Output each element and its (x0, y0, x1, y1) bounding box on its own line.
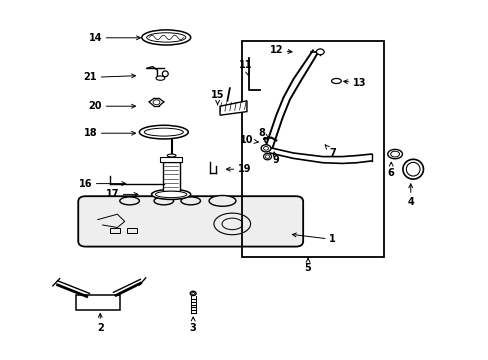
Text: 2: 2 (97, 314, 103, 333)
Bar (127, 228, 137, 233)
Ellipse shape (263, 153, 271, 160)
Ellipse shape (265, 155, 269, 158)
Text: 21: 21 (83, 72, 135, 82)
Ellipse shape (139, 125, 188, 139)
Text: 20: 20 (88, 101, 135, 111)
Ellipse shape (154, 197, 173, 205)
Ellipse shape (261, 145, 270, 152)
Ellipse shape (167, 154, 176, 157)
Text: 6: 6 (387, 162, 394, 178)
Ellipse shape (190, 291, 196, 296)
Text: 14: 14 (88, 33, 140, 43)
Ellipse shape (156, 76, 164, 80)
Ellipse shape (142, 30, 190, 45)
Ellipse shape (151, 189, 190, 199)
Text: 4: 4 (407, 184, 413, 207)
FancyBboxPatch shape (78, 196, 303, 247)
Text: 12: 12 (269, 45, 291, 55)
Text: 1: 1 (292, 233, 335, 244)
Bar (76, 295, 120, 310)
Ellipse shape (331, 78, 341, 84)
Text: 18: 18 (83, 128, 135, 138)
Text: 19: 19 (226, 164, 251, 174)
Text: 5: 5 (304, 258, 311, 273)
Ellipse shape (406, 162, 419, 176)
Text: 8: 8 (258, 128, 268, 139)
Ellipse shape (144, 128, 183, 136)
Ellipse shape (120, 197, 139, 205)
Ellipse shape (155, 191, 186, 198)
Bar (160, 157, 182, 162)
Bar (242, 41, 383, 257)
Ellipse shape (209, 195, 235, 206)
Bar (163, 162, 180, 191)
Ellipse shape (162, 71, 168, 77)
Ellipse shape (390, 151, 399, 157)
Polygon shape (220, 101, 246, 115)
Text: 16: 16 (79, 179, 125, 189)
Text: 7: 7 (325, 145, 335, 158)
Text: 9: 9 (272, 152, 279, 165)
Text: 10: 10 (240, 135, 258, 145)
Text: 13: 13 (343, 78, 366, 88)
Ellipse shape (153, 100, 160, 105)
Text: 3: 3 (189, 317, 196, 333)
Ellipse shape (181, 197, 200, 205)
Text: 11: 11 (239, 60, 252, 76)
Ellipse shape (316, 49, 324, 55)
Bar (110, 228, 120, 233)
Ellipse shape (387, 149, 402, 159)
Ellipse shape (402, 159, 423, 179)
Ellipse shape (263, 147, 268, 150)
Text: 15: 15 (210, 90, 224, 105)
Text: 17: 17 (105, 189, 138, 199)
Ellipse shape (191, 292, 194, 294)
Ellipse shape (146, 33, 185, 42)
